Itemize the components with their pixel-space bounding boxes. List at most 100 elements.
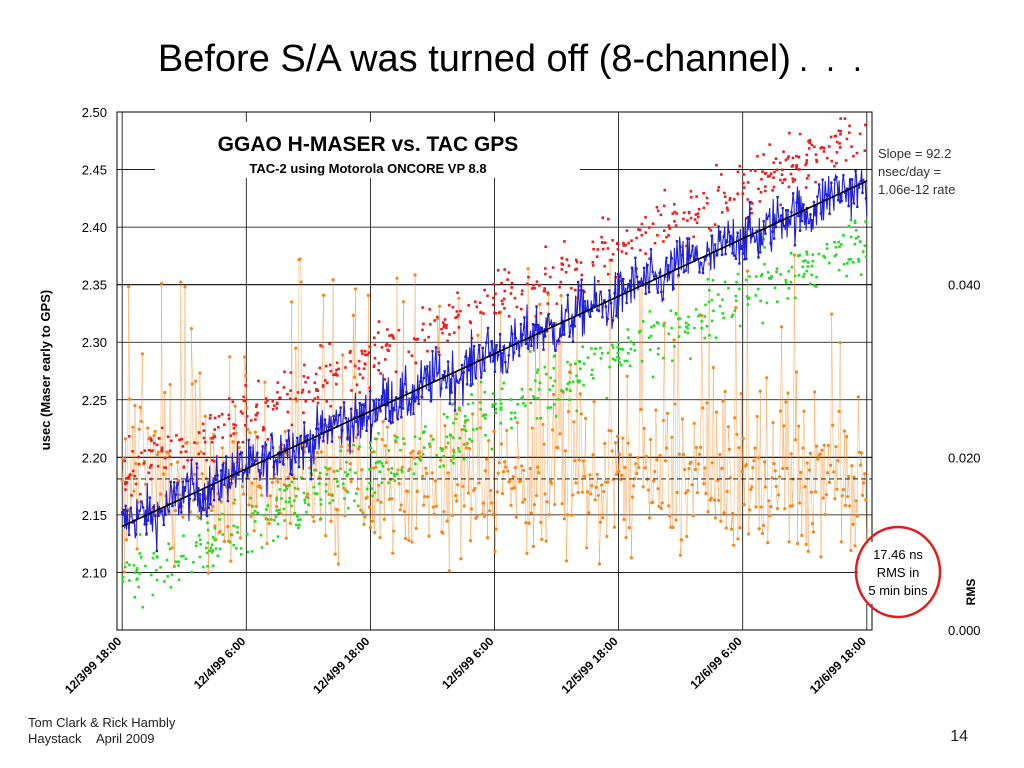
- max-point: [805, 161, 808, 165]
- mean-point: [223, 483, 226, 487]
- rms-point: [635, 471, 639, 476]
- rms-point: [818, 452, 822, 456]
- mean-point: [748, 201, 751, 204]
- rms-point: [228, 355, 232, 359]
- mean-point: [500, 352, 504, 355]
- max-point: [178, 438, 181, 442]
- min-point: [192, 560, 195, 564]
- rms-point: [446, 471, 450, 475]
- max-point: [208, 417, 212, 420]
- min-point: [373, 437, 377, 441]
- min-point: [522, 401, 525, 405]
- max-point: [738, 164, 742, 168]
- slope-note-line-3: 1.06e-12 rate: [878, 182, 955, 197]
- rms-point: [659, 506, 663, 510]
- rms-point: [862, 481, 866, 485]
- min-point: [285, 487, 288, 491]
- min-point: [859, 273, 863, 277]
- mean-point: [474, 376, 478, 380]
- rms-point: [632, 477, 637, 481]
- max-point: [318, 366, 322, 370]
- max-point: [150, 463, 153, 467]
- mean-point: [268, 451, 271, 455]
- mean-point: [622, 277, 625, 281]
- rms-point: [759, 505, 763, 509]
- mean-point: [519, 322, 523, 326]
- max-point: [693, 218, 697, 221]
- max-point: [414, 361, 418, 365]
- mean-point: [257, 469, 261, 472]
- min-point: [748, 275, 751, 278]
- rms-point: [590, 484, 594, 488]
- min-point: [593, 352, 596, 356]
- rms-point: [836, 459, 840, 463]
- mean-point: [727, 230, 731, 234]
- rms-point: [686, 489, 690, 493]
- rms-point: [829, 463, 833, 467]
- max-point: [713, 223, 717, 226]
- rms-point: [578, 392, 582, 396]
- rms-point: [449, 459, 453, 463]
- min-point: [399, 448, 402, 452]
- rms-point: [288, 521, 293, 526]
- min-point: [710, 319, 714, 323]
- rms-point: [319, 450, 323, 454]
- mean-point: [533, 323, 537, 327]
- min-point: [445, 435, 449, 439]
- min-point: [317, 482, 321, 485]
- mean-point: [684, 269, 687, 272]
- rms-point: [758, 389, 762, 393]
- min-point: [236, 531, 239, 534]
- rms-point: [169, 462, 173, 466]
- min-point: [368, 468, 371, 471]
- mean-point: [242, 471, 245, 475]
- min-point: [378, 460, 381, 463]
- rms-point: [809, 490, 814, 494]
- mean-point: [675, 240, 679, 243]
- rms-point: [683, 468, 687, 472]
- rms-point: [723, 389, 727, 394]
- mean-point: [339, 406, 342, 409]
- mean-point: [360, 403, 363, 407]
- min-point: [419, 459, 422, 462]
- min-point: [804, 259, 807, 262]
- max-point: [127, 476, 131, 479]
- min-point: [318, 471, 322, 475]
- min-point: [833, 254, 837, 258]
- rms-point: [428, 444, 432, 449]
- max-point: [509, 292, 513, 295]
- mean-point: [259, 472, 263, 475]
- mean-point: [422, 376, 426, 380]
- min-point: [418, 457, 421, 460]
- mean-point: [348, 436, 351, 439]
- min-point: [418, 437, 422, 441]
- rms-point: [233, 404, 237, 408]
- min-point: [801, 265, 805, 269]
- max-point: [426, 349, 429, 353]
- mean-point: [564, 308, 568, 312]
- max-point: [155, 443, 159, 447]
- min-point: [392, 473, 396, 476]
- rms-note-line-3: 5 min bins: [868, 583, 928, 598]
- mean-point: [627, 282, 630, 286]
- mean-point: [691, 244, 694, 248]
- rms-point: [629, 556, 633, 560]
- rms-point: [259, 486, 263, 490]
- max-point: [436, 315, 439, 319]
- min-point: [253, 509, 257, 513]
- max-point: [754, 169, 757, 173]
- max-point: [805, 177, 809, 180]
- rms-point: [369, 450, 374, 454]
- min-point: [324, 490, 328, 493]
- mean-point: [209, 503, 212, 506]
- rms-point: [767, 499, 771, 503]
- mean-point: [752, 234, 755, 238]
- max-point: [266, 438, 270, 441]
- mean-point: [426, 365, 429, 368]
- min-point: [861, 250, 865, 253]
- rms-point: [384, 460, 388, 465]
- rms-point: [496, 471, 500, 475]
- max-point: [329, 369, 333, 373]
- max-point: [630, 239, 633, 243]
- mean-point: [518, 354, 521, 357]
